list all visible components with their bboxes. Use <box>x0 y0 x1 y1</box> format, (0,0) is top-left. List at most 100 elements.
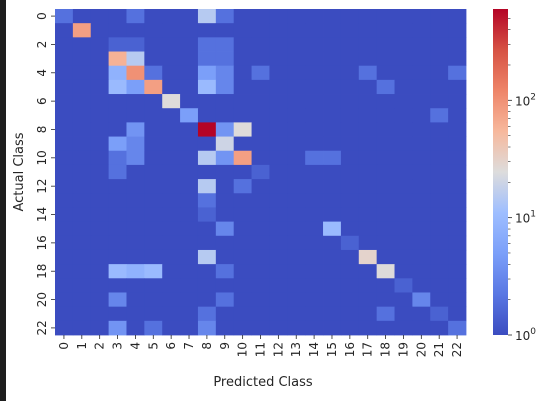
colorbar <box>493 9 508 335</box>
heatmap-cell-r10-c21 <box>430 150 449 166</box>
heatmap-cell-r20-c5 <box>144 292 163 308</box>
heatmap-cell-r0-c19 <box>394 9 413 24</box>
heatmap-cell-r14-c20 <box>412 207 431 222</box>
heatmap-cell-r17-c19 <box>394 249 413 265</box>
y-tick-label: 4 <box>35 69 49 77</box>
heatmap-cell-r21-c8 <box>197 306 217 322</box>
heatmap-cell-r6-c5 <box>144 94 163 109</box>
heatmap-cell-r6-c7 <box>180 94 199 109</box>
heatmap-cell-r7-c3 <box>108 108 127 123</box>
heatmap-cell-r5-c13 <box>287 79 306 95</box>
heatmap-cell-r12-c12 <box>269 179 288 194</box>
heatmap-cell-r15-c21 <box>430 221 449 237</box>
heatmap-cell-r12-c3 <box>108 179 127 194</box>
heatmap-cell-r1-c19 <box>394 23 413 38</box>
heatmap-cell-r10-c3 <box>108 150 127 166</box>
heatmap-cell-r5-c3 <box>108 79 127 95</box>
heatmap-cell-r15-c11 <box>251 221 270 237</box>
heatmap-cell-r19-c16 <box>340 278 360 293</box>
y-tick-label: 0 <box>35 12 49 20</box>
heatmap-cell-r16-c16 <box>340 235 360 251</box>
heatmap-cell-r17-c17 <box>358 249 378 265</box>
x-tick-label: 16 <box>343 342 357 357</box>
heatmap-cell-r21-c3 <box>108 306 127 322</box>
heatmap-cell-r13-c21 <box>430 193 449 208</box>
heatmap-cell-r11-c22 <box>448 164 467 180</box>
heatmap-cell-r19-c5 <box>144 278 163 293</box>
heatmap-cell-r10-c22 <box>448 150 467 166</box>
heatmap-cell-r13-c8 <box>197 193 217 208</box>
heatmap-cell-r17-c5 <box>144 249 163 265</box>
heatmap-cell-r3-c0 <box>55 51 74 67</box>
heatmap-cell-r9-c5 <box>144 136 163 152</box>
heatmap-cell-r20-c15 <box>323 292 342 308</box>
heatmap-cell-r22-c10 <box>233 320 252 336</box>
heatmap-cell-r15-c22 <box>448 221 467 237</box>
heatmap-cell-r15-c1 <box>72 221 92 237</box>
heatmap-cell-r8-c10 <box>233 122 252 137</box>
heatmap-cell-r15-c6 <box>162 221 181 237</box>
heatmap-cell-r16-c18 <box>376 235 395 251</box>
heatmap-cell-r0-c3 <box>108 9 127 24</box>
heatmap-cell-r7-c7 <box>180 108 199 123</box>
heatmap-cell-r19-c11 <box>251 278 270 293</box>
y-tick-label: 10 <box>35 150 49 165</box>
heatmap-cell-r12-c20 <box>412 179 431 194</box>
heatmap-cell-r5-c4 <box>126 79 145 95</box>
heatmap-cell-r16-c22 <box>448 235 467 251</box>
heatmap-cell-r9-c2 <box>90 136 110 152</box>
heatmap-cell-r6-c10 <box>233 94 252 109</box>
heatmap-cell-r9-c15 <box>323 136 342 152</box>
heatmap-cell-r13-c17 <box>358 193 378 208</box>
heatmap-cell-r10-c7 <box>180 150 199 166</box>
heatmap-cell-r10-c18 <box>376 150 395 166</box>
heatmap-cell-r21-c14 <box>305 306 324 322</box>
heatmap-cell-r2-c13 <box>287 37 306 52</box>
heatmap-cell-r12-c21 <box>430 179 449 194</box>
heatmap-cell-r6-c13 <box>287 94 306 109</box>
heatmap-cell-r17-c4 <box>126 249 145 265</box>
x-tick-label: 3 <box>111 342 125 350</box>
heatmap-cells <box>55 9 467 336</box>
heatmap-cell-r6-c14 <box>305 94 324 109</box>
heatmap-cell-r0-c4 <box>126 9 145 24</box>
heatmap-cell-r21-c13 <box>287 306 306 322</box>
heatmap-cell-r11-c5 <box>144 164 163 180</box>
x-tick-label: 6 <box>164 342 178 350</box>
heatmap-cell-r11-c19 <box>394 164 413 180</box>
heatmap-cell-r4-c16 <box>340 65 360 81</box>
x-tick-label: 19 <box>396 342 410 357</box>
heatmap-cell-r4-c19 <box>394 65 413 81</box>
x-tick-label: 4 <box>128 342 142 350</box>
heatmap-cell-r19-c19 <box>394 278 413 293</box>
heatmap-cell-r9-c4 <box>126 136 145 152</box>
heatmap-cell-r20-c18 <box>376 292 395 308</box>
heatmap-cell-r8-c4 <box>126 122 145 137</box>
heatmap-cell-r1-c14 <box>305 23 324 38</box>
heatmap-cell-r7-c17 <box>358 108 378 123</box>
heatmap-cell-r17-c7 <box>180 249 199 265</box>
heatmap-cell-r11-c0 <box>55 164 74 180</box>
heatmap-cell-r1-c10 <box>233 23 252 38</box>
heatmap-cell-r3-c16 <box>340 51 360 67</box>
heatmap-cell-r11-c14 <box>305 164 324 180</box>
heatmap-cell-r8-c17 <box>358 122 378 137</box>
heatmap-cell-r14-c4 <box>126 207 145 222</box>
heatmap-cell-r10-c20 <box>412 150 431 166</box>
heatmap-cell-r8-c1 <box>72 122 92 137</box>
heatmap-cell-r21-c12 <box>269 306 288 322</box>
heatmap-cell-r17-c20 <box>412 249 431 265</box>
heatmap-cell-r10-c10 <box>233 150 252 166</box>
heatmap-cell-r4-c14 <box>305 65 324 81</box>
heatmap-cell-r2-c15 <box>323 37 342 52</box>
heatmap-cell-r1-c21 <box>430 23 449 38</box>
heatmap-cell-r17-c1 <box>72 249 92 265</box>
heatmap-cell-r3-c18 <box>376 51 395 67</box>
heatmap-cell-r5-c20 <box>412 79 431 95</box>
heatmap-cell-r0-c17 <box>358 9 378 24</box>
heatmap-cell-r5-c12 <box>269 79 288 95</box>
heatmap-cell-r11-c6 <box>162 164 181 180</box>
heatmap-cell-r13-c13 <box>287 193 306 208</box>
heatmap-cell-r18-c7 <box>180 264 199 279</box>
x-tick-label: 20 <box>414 342 428 357</box>
